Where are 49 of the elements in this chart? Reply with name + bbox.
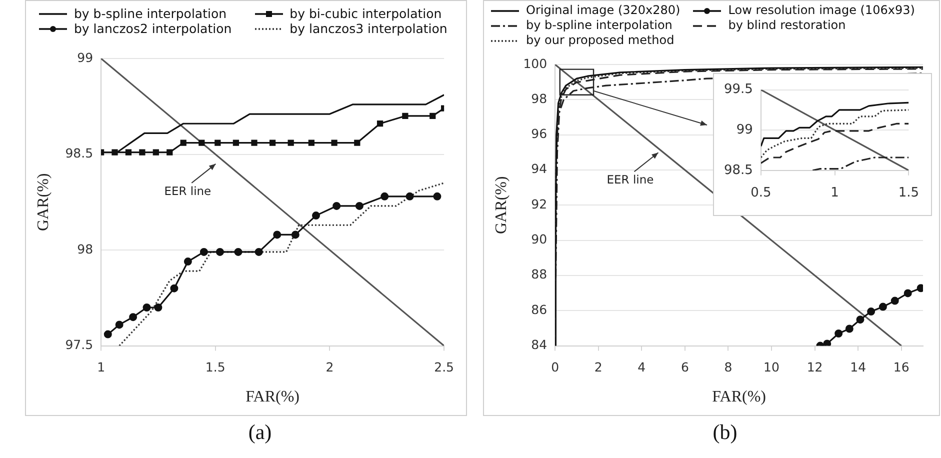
x-tick-label: 16 [893, 360, 910, 375]
x-tick-label: 8 [724, 360, 732, 375]
text: (b) [712, 420, 738, 445]
x-tick-label: 1.5 [205, 360, 226, 375]
x-tick-label: 12 [806, 360, 823, 375]
legend-label: by blind restoration [728, 18, 846, 33]
y-tick-label: 98 [77, 241, 94, 256]
legend-label: by b-spline interpolation [526, 18, 672, 33]
x-axis-title: FAR(%) [712, 388, 766, 406]
legend-label: Original image (320x280) [526, 3, 680, 18]
y-axis-title: GAR(%) [34, 173, 52, 232]
legend-label: by bi-cubic interpolation [290, 6, 442, 21]
x-tick-label: 1 [97, 360, 106, 375]
y-tick-label: 86 [531, 302, 548, 317]
x-tick-label: 2 [594, 360, 602, 375]
y-tick-label: 98.5 [65, 146, 94, 161]
y-tick-label: 99 [77, 50, 94, 65]
legend-label: Low resolution image (106x93) [728, 3, 915, 18]
legend-label: by our proposed method [526, 33, 674, 48]
annotation: EER line [164, 184, 212, 198]
y-tick-label: 100 [523, 56, 548, 71]
y-tick-label: 90 [531, 232, 548, 247]
x-tick-label: 14 [850, 360, 866, 375]
x-tick-label: 0 [551, 360, 560, 375]
y-tick-label: 97.5 [65, 337, 94, 352]
y-tick-label: 98.5 [724, 162, 753, 178]
legend-label: by lanczos3 interpolation [290, 21, 448, 36]
annotation: EER line [606, 172, 654, 187]
y-axis-title: GAR(%) [492, 176, 510, 234]
x-tick-label: 10 [764, 360, 780, 375]
y-tick-label: 92 [531, 196, 548, 212]
y-tick-label: 99 [736, 122, 753, 138]
y-tick-label: 88 [531, 266, 548, 282]
x-tick-label: 2 [326, 360, 334, 375]
x-tick-label: 4 [638, 360, 646, 375]
x-axis-title: FAR(%) [246, 388, 300, 406]
y-tick-label: 98 [531, 90, 548, 106]
x-tick-label: 1 [830, 186, 839, 201]
y-tick-label: 94 [531, 161, 548, 176]
y-tick-label: 84 [531, 337, 548, 352]
y-tick-label: 99.5 [724, 82, 753, 98]
x-tick-label: 1.5 [898, 186, 920, 201]
legend-label: by lanczos2 interpolation [74, 21, 232, 36]
text: (a) [247, 420, 273, 445]
x-tick-label: 6 [680, 360, 689, 375]
legend-label: by b-spline interpolation [74, 6, 227, 21]
x-tick-label: 0.5 [750, 186, 772, 201]
y-tick-label: 96 [531, 126, 548, 142]
x-tick-label: 2.5 [434, 360, 454, 375]
